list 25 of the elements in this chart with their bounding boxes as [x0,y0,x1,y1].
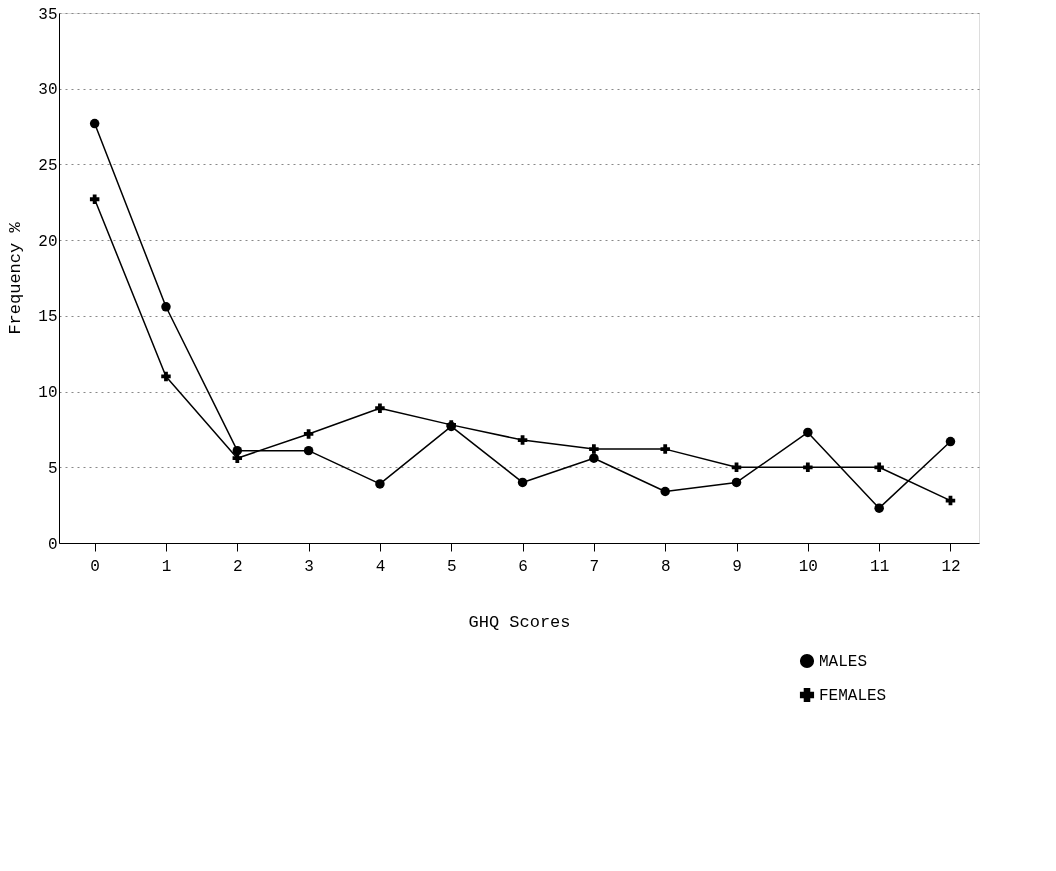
x-tick-label: 3 [304,557,314,576]
x-tick-label: 12 [941,557,961,576]
x-tick-label: 1 [161,557,172,576]
x-tick-label: 2 [232,557,243,576]
y-tick-label: 10 [38,384,58,403]
x-tick-label: 9 [732,557,742,576]
x-tick-label: 7 [589,557,600,576]
y-tick-label: 20 [38,232,58,251]
x-tick-label: 10 [798,557,818,576]
x-tick-label: 11 [870,557,890,576]
x-tick-label: 6 [518,557,528,576]
y-tick-label: 15 [38,308,58,327]
x-tick-label: 4 [375,557,386,576]
y-tick-label: 30 [38,81,58,100]
x-tick-label: 0 [90,557,100,576]
y-axis-title: Frequency % [6,221,26,335]
x-tick-label: 5 [446,557,457,576]
x-tick-label: 8 [660,557,671,576]
y-tick-label: 5 [47,459,58,478]
y-tick-label: 35 [38,5,58,24]
y-tick-label: 0 [47,535,58,554]
legend-label: MALES [819,653,868,671]
legend-label: FEMALES [819,687,887,705]
x-axis-title: GHQ Scores [468,612,571,632]
y-tick-label: 25 [38,156,58,175]
